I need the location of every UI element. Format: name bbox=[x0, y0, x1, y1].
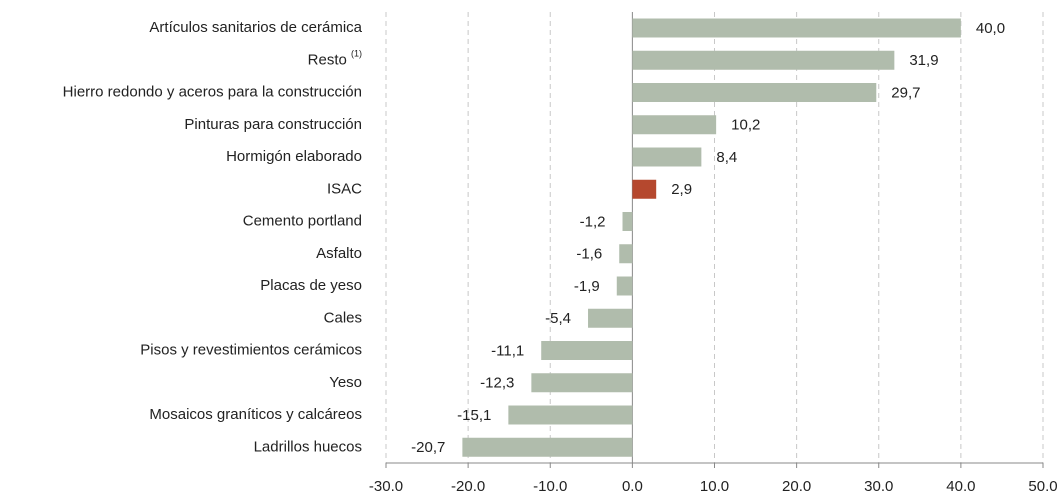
bar bbox=[632, 179, 657, 199]
category-text: Asfalto bbox=[316, 245, 362, 262]
bar bbox=[508, 405, 633, 425]
category-text: Cemento portland bbox=[243, 212, 362, 229]
bar bbox=[632, 147, 702, 167]
x-tick-label: -20.0 bbox=[451, 478, 485, 493]
x-tick-label: 30.0 bbox=[864, 478, 893, 493]
category-label: Resto (1) bbox=[308, 49, 362, 69]
value-label: 29,7 bbox=[891, 84, 920, 101]
x-tick-label: -10.0 bbox=[533, 478, 567, 493]
value-label: -1,2 bbox=[580, 213, 606, 230]
category-text: Pisos y revestimientos cerámicos bbox=[140, 341, 362, 358]
category-text: Mosaicos graníticos y calcáreos bbox=[149, 406, 362, 423]
value-label: 10,2 bbox=[731, 117, 760, 134]
category-note: (1) bbox=[351, 49, 362, 59]
x-tick-label: 0.0 bbox=[622, 478, 643, 493]
bar bbox=[588, 308, 633, 328]
value-label: 31,9 bbox=[909, 52, 938, 69]
bar bbox=[622, 212, 633, 231]
bar bbox=[632, 18, 961, 38]
category-label: Yeso bbox=[329, 374, 362, 391]
value-label: -11,1 bbox=[491, 342, 524, 359]
bar bbox=[462, 437, 633, 457]
category-text: Resto bbox=[308, 51, 347, 68]
value-label: 2,9 bbox=[671, 181, 692, 198]
bar bbox=[632, 50, 895, 70]
value-label: -20,7 bbox=[411, 439, 445, 456]
x-tick-label: 10.0 bbox=[700, 478, 729, 493]
category-text: Hormigón elaborado bbox=[226, 148, 362, 165]
category-label: Ladrillos huecos bbox=[254, 438, 362, 455]
category-label: Hormigón elaborado bbox=[226, 148, 362, 165]
category-label: Artículos sanitarios de cerámica bbox=[149, 19, 362, 36]
category-text: ISAC bbox=[327, 180, 362, 197]
value-label: -1,9 bbox=[574, 278, 600, 295]
x-tick-label: 20.0 bbox=[782, 478, 811, 493]
category-label: Pisos y revestimientos cerámicos bbox=[140, 341, 362, 358]
category-text: Cales bbox=[324, 309, 362, 326]
bar bbox=[632, 83, 877, 102]
value-label: -5,4 bbox=[545, 310, 571, 327]
category-label: Asfalto bbox=[316, 245, 362, 262]
category-label: Pinturas para construcción bbox=[184, 116, 362, 133]
x-tick-label: 40.0 bbox=[946, 478, 975, 493]
bar bbox=[632, 115, 717, 135]
bar bbox=[616, 276, 633, 296]
value-label: 8,4 bbox=[716, 149, 737, 166]
category-text: Hierro redondo y aceros para la construc… bbox=[63, 83, 362, 100]
category-label: ISAC bbox=[327, 180, 362, 197]
category-text: Placas de yeso bbox=[260, 277, 362, 294]
category-text: Pinturas para construcción bbox=[184, 116, 362, 133]
category-label: Cemento portland bbox=[243, 212, 362, 229]
value-label: -1,6 bbox=[576, 246, 602, 263]
category-text: Artículos sanitarios de cerámica bbox=[149, 19, 362, 36]
category-label: Mosaicos graníticos y calcáreos bbox=[149, 406, 362, 423]
category-label: Cales bbox=[324, 309, 362, 326]
category-text: Yeso bbox=[329, 374, 362, 391]
value-label: -12,3 bbox=[480, 375, 514, 392]
bar bbox=[541, 341, 633, 360]
bar bbox=[531, 373, 633, 393]
category-label: Placas de yeso bbox=[260, 277, 362, 294]
value-label: 40,0 bbox=[976, 20, 1005, 37]
value-label: -15,1 bbox=[457, 407, 491, 424]
x-tick-label: 50.0 bbox=[1028, 478, 1057, 493]
x-tick-label: -30.0 bbox=[369, 478, 403, 493]
category-label: Hierro redondo y aceros para la construc… bbox=[63, 83, 362, 100]
bar bbox=[619, 244, 633, 264]
category-text: Ladrillos huecos bbox=[254, 438, 362, 455]
